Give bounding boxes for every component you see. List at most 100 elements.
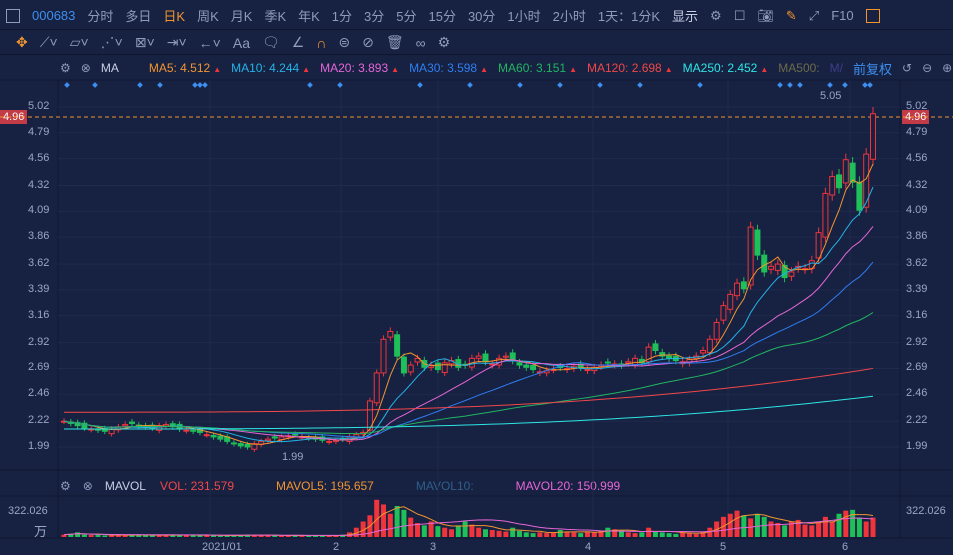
period-tab[interactable]: 年K bbox=[298, 9, 320, 24]
ma-legend-item: MA250: 2.452 ▲ bbox=[682, 61, 769, 75]
period-tab[interactable]: 15分 bbox=[428, 9, 456, 24]
ma-close-icon[interactable]: ⊗ bbox=[80, 61, 91, 75]
event-marker bbox=[862, 82, 868, 88]
vol-unit: 万 bbox=[34, 524, 48, 539]
date-tick: 6 bbox=[842, 541, 849, 553]
hide-icon[interactable]: ⊘ bbox=[362, 34, 374, 50]
volume-bar bbox=[442, 527, 448, 537]
candle bbox=[625, 361, 632, 364]
candle bbox=[489, 363, 496, 366]
text-tool[interactable]: Aa bbox=[232, 34, 250, 51]
volume-bar bbox=[326, 535, 332, 537]
sidebar-toggle-icon[interactable] bbox=[6, 8, 20, 23]
candle bbox=[530, 364, 537, 371]
volume-bar bbox=[748, 518, 754, 537]
trash-icon[interactable]: 🗑︎ bbox=[385, 34, 404, 50]
range-select[interactable]: 1天：1分K bbox=[597, 9, 661, 24]
vol-indicator-name[interactable]: MAVOL bbox=[104, 479, 146, 493]
period-tab[interactable]: 周K bbox=[197, 9, 219, 24]
volume-bar bbox=[510, 527, 516, 537]
event-marker bbox=[787, 82, 793, 88]
event-marker bbox=[867, 82, 873, 88]
lock-icon[interactable]: ⊜ bbox=[338, 34, 351, 50]
tool-settings-icon[interactable]: ⚙ bbox=[437, 34, 451, 50]
candle bbox=[482, 353, 489, 363]
period-tab[interactable]: 3分 bbox=[364, 9, 385, 24]
volume-bar bbox=[462, 521, 468, 537]
ma-settings-icon[interactable]: ⚙ bbox=[60, 61, 71, 75]
volume-bar bbox=[680, 532, 686, 537]
period-tab[interactable]: 5分 bbox=[396, 9, 417, 24]
panel-toggle-icon[interactable] bbox=[865, 8, 880, 23]
arrow-tool-icon[interactable]: ←˅ bbox=[198, 34, 221, 51]
current-price-tag-right: 4.96 bbox=[902, 110, 930, 124]
fib-tool-icon[interactable]: ⊠˅ bbox=[134, 34, 155, 50]
date-tick: 4 bbox=[585, 541, 592, 553]
line-tool-icon[interactable]: ⟋˅ bbox=[39, 34, 58, 50]
f10-button[interactable]: F10 bbox=[831, 8, 854, 23]
volume-bar bbox=[394, 505, 400, 537]
adjust-select[interactable]: 前复权 bbox=[852, 61, 892, 77]
volume-bar bbox=[455, 525, 461, 537]
reset-icon[interactable]: ↺ bbox=[902, 61, 913, 75]
settings-icon[interactable]: ⚙ bbox=[710, 7, 722, 23]
period-tab[interactable]: 2小时 bbox=[552, 9, 586, 24]
volume-bar bbox=[217, 535, 223, 537]
fullscreen-icon[interactable]: ⤢ bbox=[808, 7, 820, 23]
volume-bar bbox=[353, 527, 359, 537]
ma-legend-item: MA120: 2.698 ▲ bbox=[587, 61, 673, 75]
price-tick-right: 4.56 bbox=[906, 151, 928, 164]
vol-close-icon[interactable]: ⊗ bbox=[82, 479, 93, 493]
symbol-code[interactable]: 000683 bbox=[32, 8, 76, 23]
volume-bar bbox=[544, 533, 550, 537]
event-marker bbox=[557, 82, 563, 88]
crosshair-move-icon[interactable]: ✥ bbox=[16, 34, 28, 50]
candle bbox=[700, 349, 707, 354]
event-marker bbox=[64, 82, 70, 88]
volume-bar bbox=[537, 532, 543, 537]
period-tab[interactable]: 季K bbox=[264, 9, 287, 24]
link-icon[interactable]: ∞ bbox=[415, 34, 426, 51]
period-tab[interactable]: 多日 bbox=[125, 9, 152, 24]
magnet-icon[interactable]: ∩ bbox=[316, 34, 327, 51]
vol-settings-icon[interactable]: ⚙ bbox=[60, 479, 71, 493]
pencil-icon[interactable]: ✎ bbox=[785, 7, 797, 23]
display-select[interactable]: 显示 bbox=[672, 9, 699, 24]
candle bbox=[128, 421, 135, 424]
volume-bar bbox=[408, 517, 414, 537]
mavol10-value: MAVOL10: bbox=[415, 479, 474, 493]
polygon-tool-icon[interactable]: ▱˅ bbox=[69, 34, 89, 50]
vol-axis-left: 322.026 bbox=[8, 505, 48, 517]
measure-tool-icon[interactable]: ⇥˅ bbox=[166, 34, 187, 50]
candle bbox=[659, 352, 666, 357]
ma-indicator-name[interactable]: MA bbox=[100, 61, 119, 75]
period-tab[interactable]: 分时 bbox=[87, 9, 114, 24]
zoom-in-icon[interactable]: ⊕ bbox=[942, 61, 953, 75]
period-tab[interactable]: 30分 bbox=[467, 9, 496, 24]
volume-bar bbox=[727, 513, 733, 537]
zoom-out-icon[interactable]: ⊖ bbox=[922, 61, 933, 75]
camera-icon[interactable]: 📷︎ bbox=[757, 7, 774, 23]
volume-bar bbox=[612, 529, 618, 537]
candle bbox=[706, 338, 713, 354]
ma-legend-item: MA20: 3.893 ▲ bbox=[320, 61, 400, 75]
volume-bar bbox=[503, 531, 509, 537]
comment-icon[interactable]: 🗨︎ bbox=[261, 34, 280, 50]
volume-bar bbox=[850, 509, 856, 537]
price-tick-right: 5.02 bbox=[906, 100, 928, 112]
angle-icon[interactable]: ∠ bbox=[291, 34, 305, 50]
period-tab[interactable]: 月K bbox=[230, 9, 253, 24]
event-marker bbox=[157, 82, 163, 88]
volume-bar bbox=[720, 516, 726, 537]
event-marker bbox=[637, 82, 643, 88]
period-tab[interactable]: 日K bbox=[163, 9, 186, 24]
wave-tool-icon[interactable]: ⋰˅ bbox=[100, 34, 123, 50]
candle bbox=[632, 357, 639, 366]
event-marker bbox=[597, 82, 603, 88]
period-tab[interactable]: 1小时 bbox=[507, 9, 541, 24]
period-tab[interactable]: 1分 bbox=[331, 9, 353, 24]
ma-line bbox=[63, 312, 874, 435]
high-label: 5.05 bbox=[820, 90, 842, 102]
layout-icon[interactable]: ☐ bbox=[733, 7, 746, 23]
